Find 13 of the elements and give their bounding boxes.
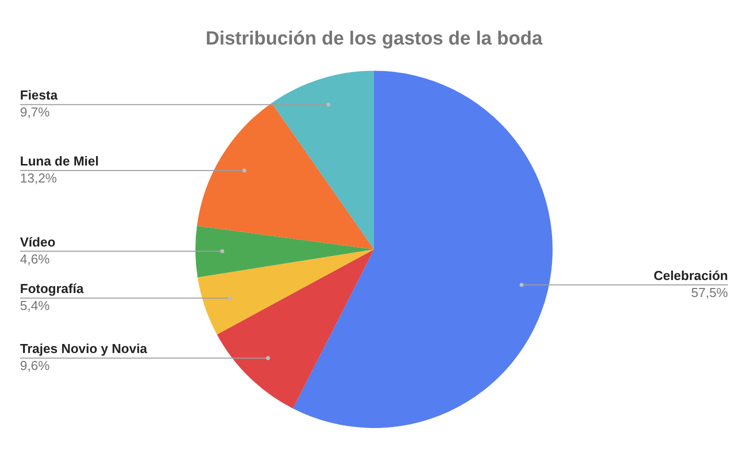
slice-label: Fotografía: [20, 281, 84, 296]
data-label: 4,6%: [20, 251, 50, 266]
chart-title: Distribución de los gastos de la boda: [206, 28, 543, 50]
data-label: 9,6%: [20, 358, 50, 374]
data-label: 5,4%: [20, 298, 50, 314]
data-label: 13,2%: [20, 170, 58, 186]
slice-label: Luna de Miel: [20, 154, 99, 169]
slice-label: Vídeo: [20, 234, 56, 250]
slice-label: Trajes Novio y Novia: [20, 341, 148, 356]
slice-label: Celebración: [654, 268, 728, 283]
slice-label: Fiesta: [20, 88, 58, 103]
data-label: 57,5%: [691, 284, 728, 300]
data-label: 9,7%: [20, 104, 50, 120]
